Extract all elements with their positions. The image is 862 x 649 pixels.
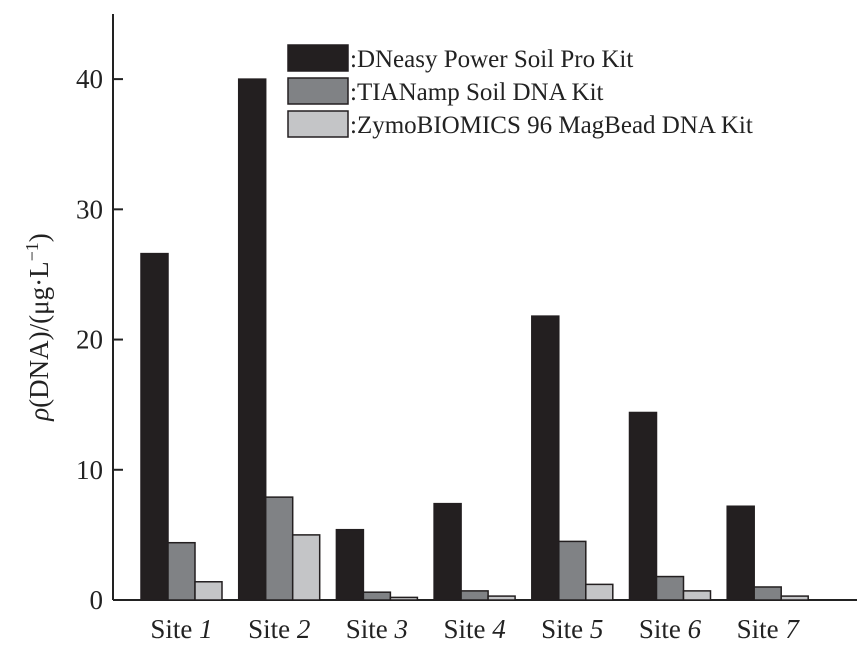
bar-2-1 <box>167 541 196 601</box>
bar-3-7 <box>780 595 809 601</box>
legend-label-3: :ZymoBIOMICS 96 MagBead DNA Kit <box>350 112 753 139</box>
bar-3-1 <box>194 581 223 601</box>
x-category-label: Site 5 <box>541 614 603 644</box>
x-labels: Site 1 Site 2 Site 3 Site 4 Site 5 Site 6 Site… <box>150 614 800 644</box>
bar-3-4 <box>487 595 516 601</box>
x-category-label: Site 7 <box>737 614 801 644</box>
bar-2-7 <box>753 586 782 601</box>
legend-swatch-1 <box>287 44 349 72</box>
y-axis-title-close: ) <box>24 233 54 242</box>
x-category-label: Site 1 <box>150 614 212 644</box>
legend-label-1: :DNeasy Power Soil Pro Kit <box>350 46 633 73</box>
y-axis-title: ρ(DNA)/(μg·L−1) <box>22 233 54 422</box>
bar-3-2 <box>291 534 321 601</box>
y-tick-label: 30 <box>76 194 103 224</box>
x-category-label: Site 6 <box>639 614 702 644</box>
y-ticks: 0 10 20 30 40 <box>76 64 123 615</box>
y-tick-label: 20 <box>76 325 103 355</box>
bar-2-3 <box>362 591 392 601</box>
bar-2-5 <box>558 540 587 601</box>
bar-1-1 <box>140 252 169 601</box>
bar-1-7 <box>726 505 755 601</box>
legend-label-2: :TIANamp Soil DNA Kit <box>350 79 604 106</box>
bar-1-4 <box>433 502 462 601</box>
legend: :DNeasy Power Soil Pro Kit :TIANamp Soil … <box>287 44 753 139</box>
bar-1-5 <box>531 315 560 601</box>
bar-1-2 <box>237 78 267 601</box>
legend-swatch-2 <box>287 77 349 105</box>
bar-3-3 <box>389 596 419 601</box>
x-category-label: Site 3 <box>346 614 408 644</box>
bar-3-5 <box>585 583 614 601</box>
y-tick-label: 40 <box>76 64 103 94</box>
bar-2-2 <box>264 496 294 601</box>
y-axis-title-main: (DNA)/(μg·L <box>24 261 54 407</box>
legend-swatch-3 <box>287 110 349 138</box>
x-category-label: Site 2 <box>248 614 310 644</box>
bar-2-6 <box>655 575 685 601</box>
y-axis-title-sup: −1 <box>22 242 42 261</box>
y-tick-label: 0 <box>90 585 104 615</box>
y-tick-label: 10 <box>76 455 103 485</box>
x-category-label: Site 4 <box>443 614 505 644</box>
bars <box>140 78 809 601</box>
bar-2-4 <box>460 590 489 601</box>
bar-3-6 <box>682 590 712 601</box>
y-axis-title-rho: ρ <box>24 408 54 422</box>
bar-1-3 <box>335 528 365 601</box>
bar-1-6 <box>628 411 658 601</box>
